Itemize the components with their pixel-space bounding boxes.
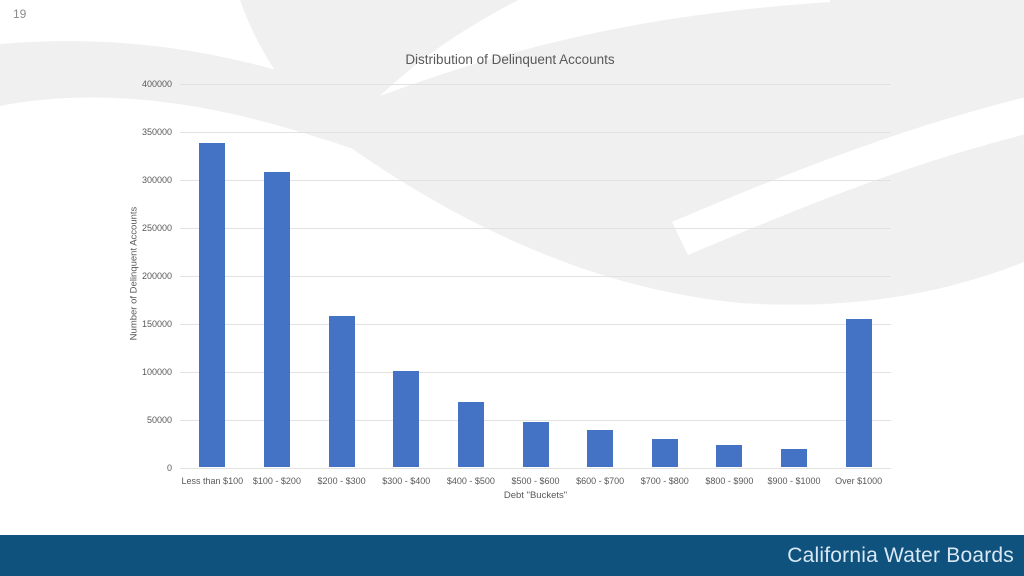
y-tick-label: 100000 [141, 366, 172, 377]
y-tick-label: 400000 [141, 79, 172, 89]
y-tick-label: 350000 [141, 126, 172, 137]
gridline [180, 419, 891, 421]
bar [393, 370, 420, 468]
chart-title: Distribution of Delinquent Accounts [405, 52, 615, 67]
bar [845, 318, 872, 468]
x-tick-label: $600 - $700 [576, 475, 625, 486]
gridline [180, 227, 891, 229]
x-tick-label: $900 - $1000 [767, 475, 821, 486]
gridline [180, 84, 891, 85]
x-tick-label: Over $1000 [835, 475, 883, 486]
bar [651, 438, 678, 468]
x-tick-label: Less than $100 [181, 475, 244, 486]
bar [199, 143, 226, 468]
gridline [180, 371, 891, 373]
y-tick-label: 200000 [141, 270, 172, 281]
gridline [180, 131, 891, 133]
x-axis-title: Debt "Buckets" [503, 490, 568, 501]
x-tick-label: $400 - $500 [446, 475, 495, 486]
x-tick-label: $500 - $600 [511, 475, 560, 486]
gridline [180, 323, 891, 325]
bar [328, 316, 355, 468]
gridline [180, 275, 891, 277]
y-tick-label: 250000 [141, 222, 172, 233]
y-tick-label: 50000 [146, 414, 172, 425]
x-tick-label: $200 - $300 [317, 475, 366, 486]
footer-bar: California Water Boards [0, 535, 1024, 576]
bar [781, 449, 808, 468]
bar [263, 172, 290, 468]
x-tick-label: $300 - $400 [382, 475, 431, 486]
y-tick-label: 300000 [141, 174, 172, 185]
bar [522, 422, 549, 468]
gridline [180, 179, 891, 181]
bar [716, 445, 743, 468]
x-tick-label: $800 - $900 [705, 475, 754, 486]
page-number: 19 [13, 7, 27, 21]
bar [457, 402, 484, 468]
x-tick-label: $700 - $800 [640, 475, 689, 486]
footer-brand-text: California Water Boards [787, 544, 1014, 567]
bar [587, 430, 614, 468]
x-tick-label: $100 - $200 [252, 475, 301, 486]
gridline [180, 467, 891, 469]
y-tick-label: 0 [166, 462, 172, 473]
y-tick-label: 150000 [141, 318, 172, 329]
